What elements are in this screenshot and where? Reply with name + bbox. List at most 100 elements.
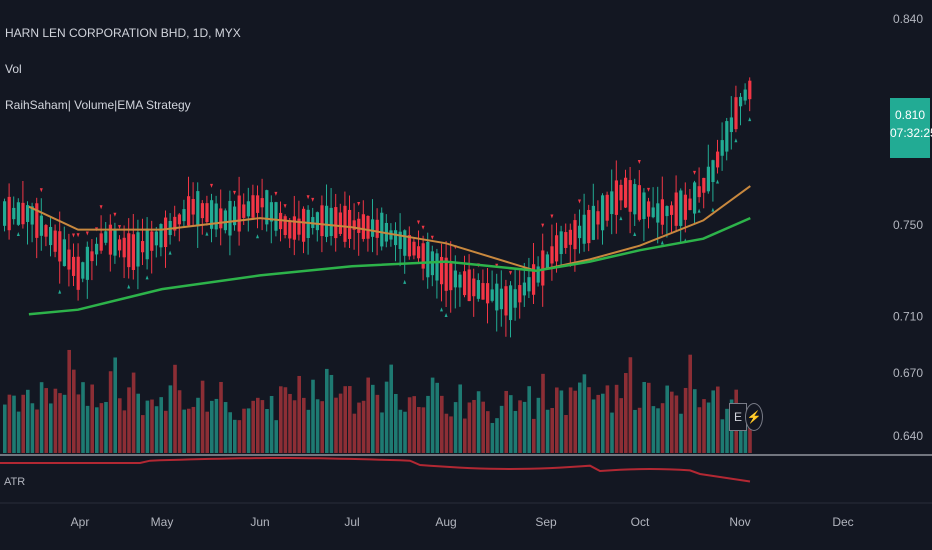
- candle-body: [509, 285, 513, 321]
- sell-marker: [306, 195, 310, 200]
- candle-body: [214, 203, 218, 230]
- symbol-title[interactable]: HARN LEN CORPORATION BHD, 1D, MYX: [5, 26, 241, 40]
- candle-body: [656, 203, 660, 223]
- candle-body: [467, 269, 471, 302]
- candle-body: [237, 195, 241, 232]
- buy-marker: [660, 240, 664, 245]
- volume-bar: [541, 373, 545, 453]
- volume-bar: [67, 349, 71, 453]
- candle-body: [58, 231, 62, 262]
- candle-body: [99, 233, 103, 251]
- volume-bar: [329, 374, 334, 453]
- candle-body: [486, 283, 490, 304]
- volume-bar: [384, 381, 389, 453]
- candle-body: [95, 243, 99, 255]
- volume-bar: [99, 403, 104, 453]
- candle-body: [53, 230, 57, 252]
- sell-marker: [85, 231, 89, 236]
- volume-bar: [665, 385, 669, 453]
- volume-bar: [656, 408, 660, 453]
- candle-body: [348, 209, 352, 239]
- strategy-legend[interactable]: RaihSaham| Volume|EMA Strategy: [5, 98, 191, 112]
- volume-bar: [251, 400, 255, 453]
- candle-body: [605, 194, 609, 221]
- volume-bar: [702, 399, 706, 453]
- candle-body: [288, 220, 292, 239]
- candle-body: [407, 235, 411, 257]
- e-button[interactable]: E: [729, 403, 747, 431]
- candle-body: [12, 207, 16, 220]
- sell-marker: [113, 212, 117, 217]
- volume-bar: [154, 406, 159, 453]
- volume-bar: [670, 391, 674, 453]
- volume-bar: [518, 400, 522, 453]
- candle-body: [343, 205, 347, 242]
- last-price: 0.810: [894, 108, 926, 122]
- candle-body: [173, 216, 177, 231]
- ema-fast-line: [28, 185, 751, 272]
- volume-bar: [688, 354, 692, 453]
- candle-body: [219, 208, 223, 229]
- candle-body: [39, 215, 43, 236]
- candle-body: [536, 266, 540, 283]
- volume-bar: [269, 395, 274, 453]
- atr-legend[interactable]: ATR: [4, 476, 26, 488]
- candle-body: [545, 254, 549, 269]
- volume-bar: [334, 397, 338, 453]
- volume-bar: [274, 420, 278, 453]
- volume-bar: [499, 405, 504, 453]
- candle-body: [693, 182, 697, 214]
- buy-marker: [748, 117, 752, 122]
- candle-body: [559, 231, 563, 255]
- candle-body: [660, 199, 664, 225]
- volume-bar: [651, 406, 656, 453]
- candle-body: [223, 210, 227, 231]
- volume-bar: [260, 400, 265, 453]
- candle-body: [417, 246, 421, 259]
- volume-bar: [90, 384, 94, 453]
- candle-body: [7, 196, 11, 231]
- candle-body: [610, 191, 614, 215]
- sell-marker: [233, 190, 236, 195]
- candle-body: [532, 264, 536, 295]
- lightning-icon[interactable]: ⚡: [745, 403, 763, 431]
- volume-bar: [242, 408, 246, 453]
- candle-body: [472, 278, 476, 297]
- volume-legend[interactable]: Vol: [5, 62, 22, 76]
- candle-body: [665, 206, 669, 217]
- candle-body: [527, 277, 531, 292]
- volume-bar: [187, 408, 191, 453]
- candle-body: [716, 151, 720, 168]
- volume-bar: [366, 377, 370, 453]
- volume-bar: [283, 387, 288, 453]
- volume-bar: [338, 393, 343, 453]
- volume-bar: [513, 410, 518, 453]
- candle-body: [499, 288, 503, 310]
- volume-bar: [674, 395, 679, 453]
- time-axis-label: May: [151, 515, 174, 529]
- candle-body: [720, 140, 724, 156]
- candle-body: [108, 224, 112, 255]
- volume-bar: [297, 375, 301, 453]
- volume-bar: [233, 419, 237, 453]
- volume-bar: [113, 357, 117, 453]
- time-axis-label: Jun: [250, 515, 269, 529]
- volume-bar: [53, 388, 58, 453]
- volume-bar: [205, 411, 209, 453]
- candle-body: [449, 263, 453, 291]
- sell-marker: [72, 233, 75, 238]
- volume-bar: [591, 399, 596, 453]
- volume-bar: [16, 411, 21, 453]
- candle-body: [702, 177, 706, 193]
- volume-bar: [633, 409, 637, 453]
- volume-bar: [407, 397, 412, 453]
- volume-bar: [39, 382, 44, 453]
- candle-body: [76, 256, 80, 290]
- candle-body: [16, 202, 20, 225]
- price-axis-label: 0.750: [893, 218, 923, 232]
- volume-bar: [30, 403, 35, 453]
- volume-bar: [325, 368, 329, 453]
- volume-bar: [398, 409, 403, 453]
- buy-marker: [734, 138, 738, 143]
